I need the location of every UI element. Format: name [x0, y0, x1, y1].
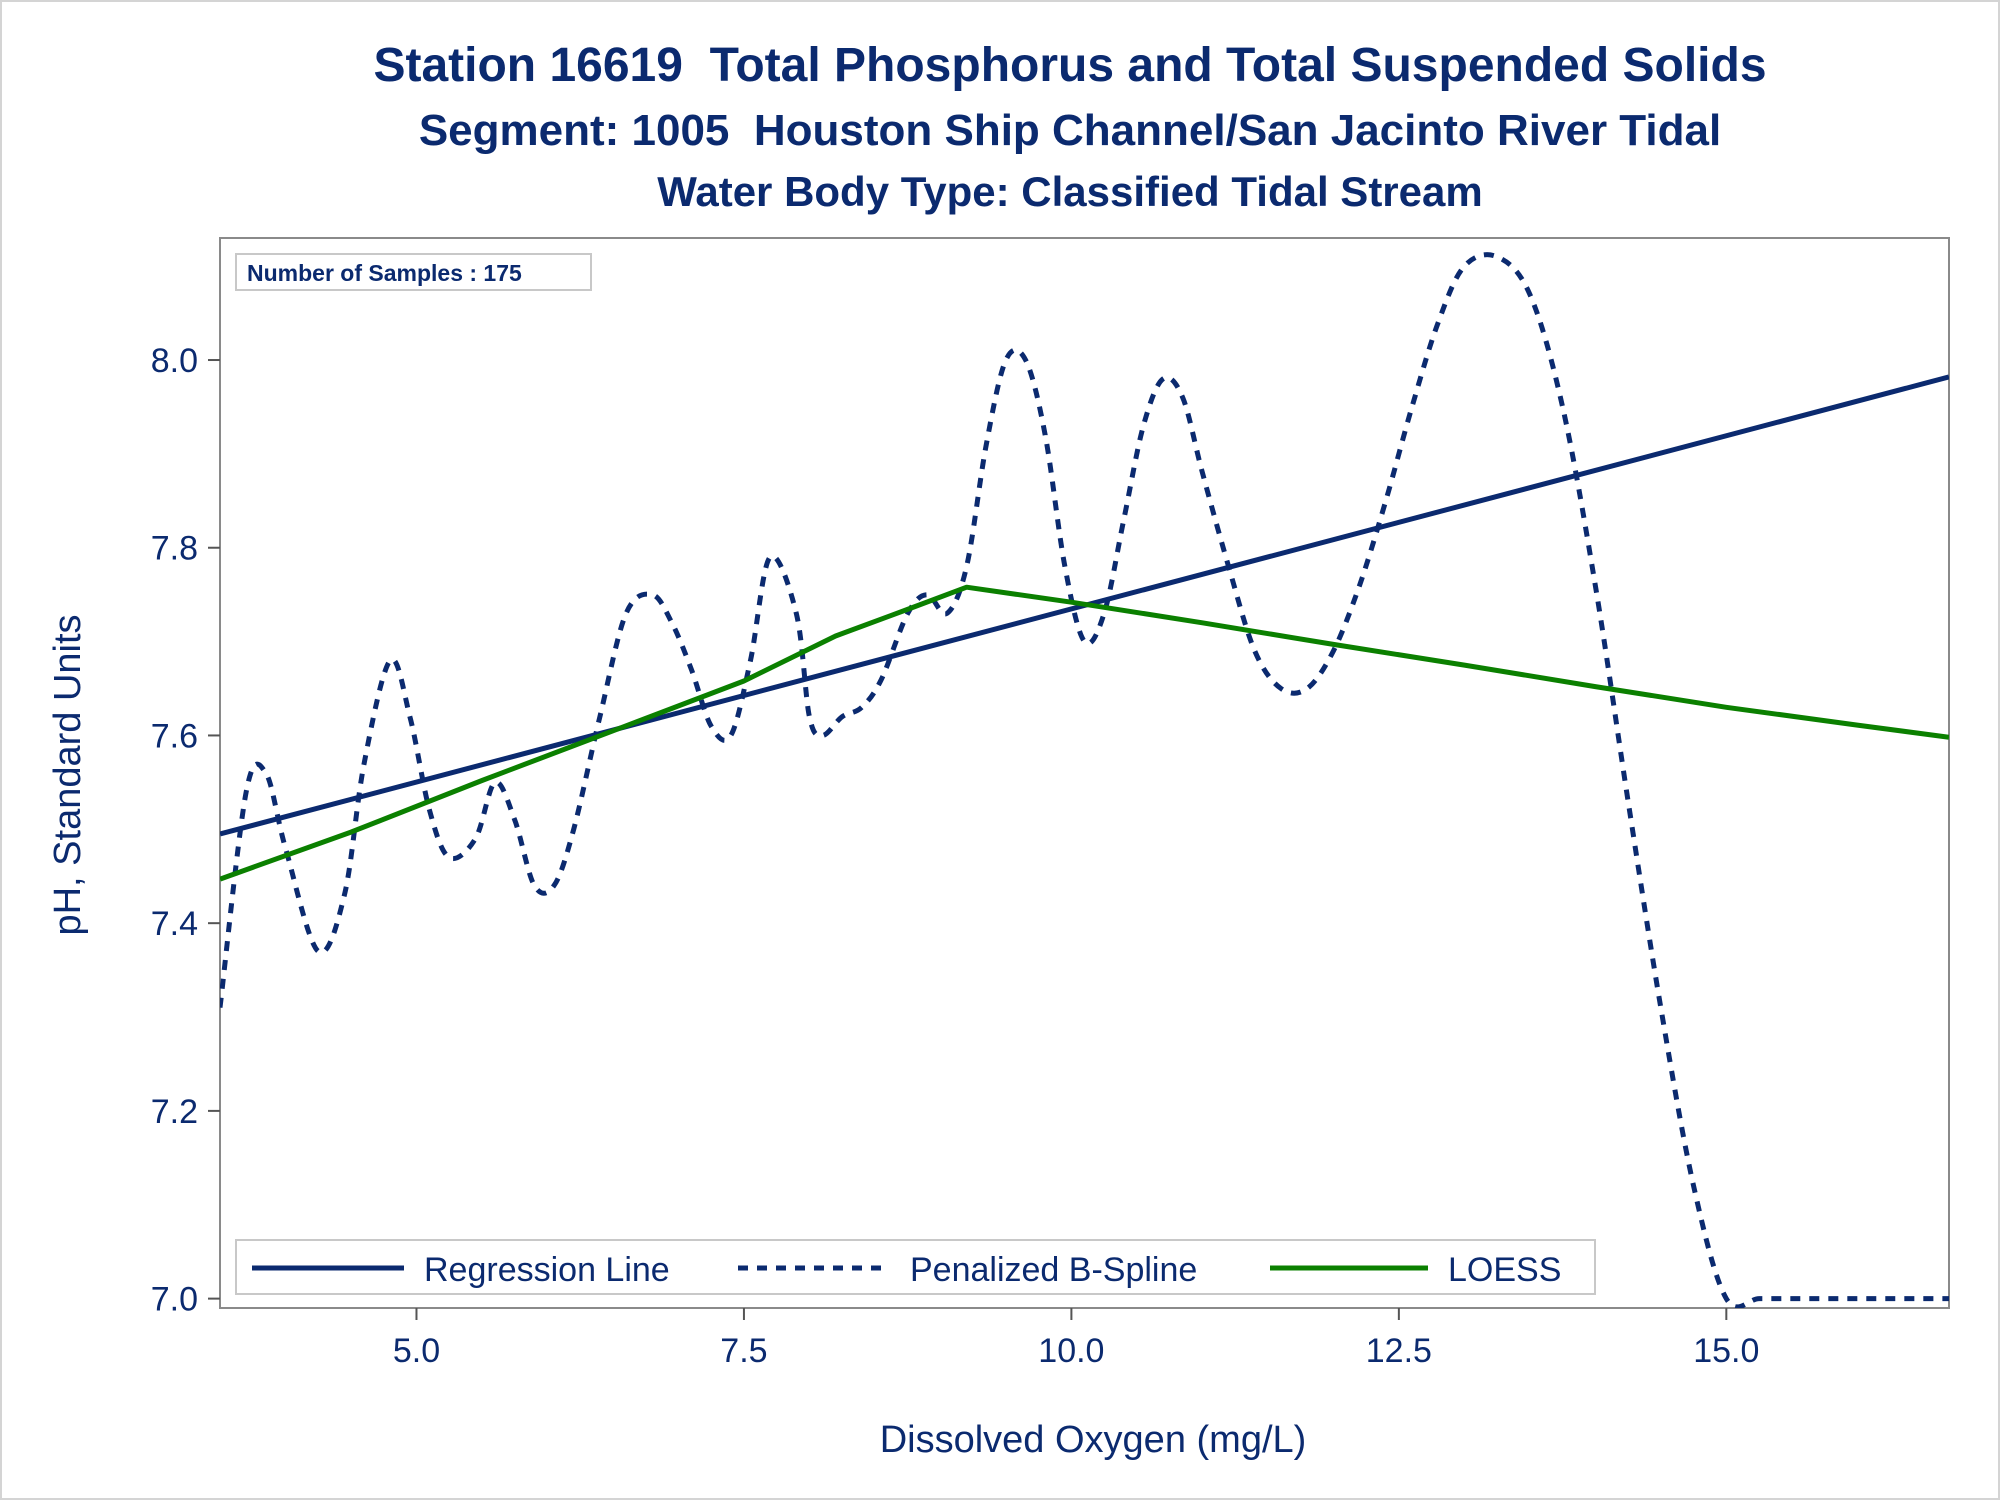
- chart-subtitle-2: Water Body Type: Classified Tidal Stream: [657, 168, 1483, 215]
- x-tick-label: 15.0: [1693, 1332, 1759, 1370]
- y-axis-title: pH, Standard Units: [47, 614, 89, 935]
- x-tick-label: 7.5: [720, 1332, 767, 1370]
- sample-count-inset: Number of Samples : 175: [235, 253, 592, 291]
- y-tick-label: 7.8: [151, 530, 198, 568]
- plot-area: [219, 237, 1950, 1309]
- loess-line: [220, 584, 1949, 882]
- x-tick-label: 5.0: [393, 1332, 440, 1370]
- legend-label-regression: Regression Line: [424, 1251, 670, 1289]
- y-tick-label: 7.4: [151, 905, 198, 943]
- legend-label-loess: LOESS: [1448, 1251, 1561, 1289]
- legend-label-spline: Penalized B-Spline: [910, 1251, 1197, 1289]
- x-tick-label: 12.5: [1366, 1332, 1432, 1370]
- y-tick-label: 7.0: [151, 1281, 198, 1319]
- sample-count-label: Number of Samples : 175: [247, 260, 522, 286]
- y-tick-label: 7.2: [151, 1093, 198, 1131]
- y-tick-label: 7.6: [151, 717, 198, 755]
- y-tick-label: 8.0: [151, 342, 198, 380]
- axes: 5.0 7.5 10.0 12.5 15.0 7.0 7.2 7.4 7.6 7.8 8.0: [151, 342, 1760, 1370]
- chart-subtitle: Segment: 1005 Houston Ship Channel/San J…: [418, 106, 1722, 155]
- chart-title: Station 16619 Total Phosphorus and Total…: [373, 39, 1767, 92]
- x-tick-label: 10.0: [1038, 1332, 1104, 1370]
- penalized-b-spline-line: [220, 252, 1949, 1308]
- series-group: [220, 252, 1949, 1308]
- legend: Regression Line Penalized B-Spline LOESS: [235, 1239, 1596, 1295]
- x-axis-title: Dissolved Oxygen (mg/L): [880, 1419, 1307, 1461]
